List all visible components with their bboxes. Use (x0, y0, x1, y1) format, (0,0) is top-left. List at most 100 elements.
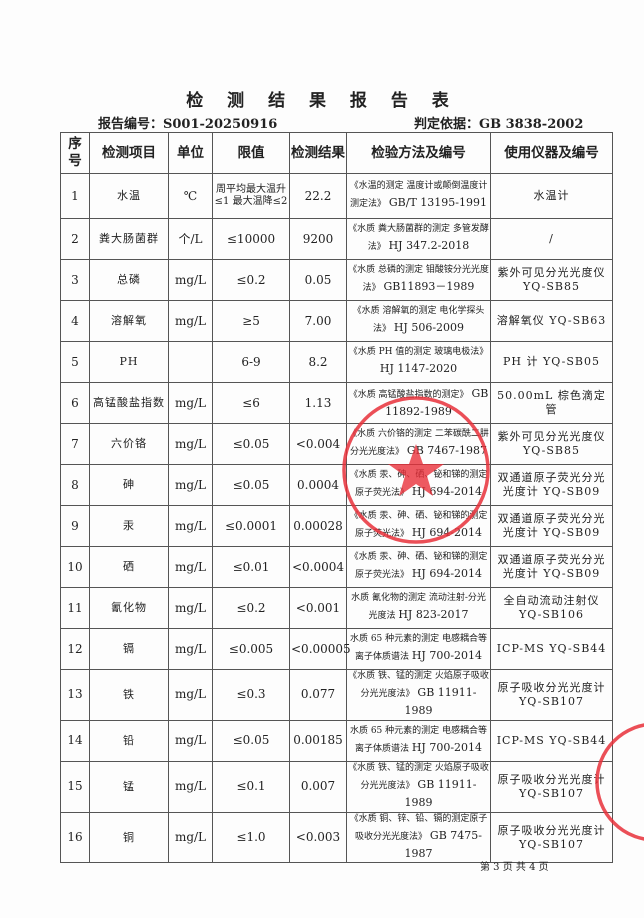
test-result: 0.00028 (289, 505, 347, 547)
limit-value: ≤0.2 (212, 259, 290, 301)
unit: mg/L (168, 464, 213, 506)
method-code: HJ 347.2-2018 (388, 239, 470, 252)
method-code: HJ 694-2014 (411, 567, 483, 580)
unit: 个/L (168, 218, 213, 260)
instrument: 双通道原子荧光分光光度计 YQ-SB09 (490, 464, 613, 506)
method-name: 《水质 铁、锰的测定 火焰原子吸收分光光度法》 (348, 762, 489, 791)
instrument: 水温计 (490, 173, 613, 219)
column-header: 单位 (168, 132, 213, 174)
test-result: <0.004 (289, 423, 347, 465)
method-code: GB/T 13195-1991 (388, 196, 487, 209)
instrument: 紫外可见分光光度仪 YQ-SB85 (490, 259, 613, 301)
method-code: GB 7475-1987 (404, 828, 482, 860)
instrument: 溶解氧仪 YQ-SB63 (490, 300, 613, 342)
unit: mg/L (168, 546, 213, 588)
row-number: 1 (60, 173, 90, 219)
test-item: PH (89, 341, 169, 383)
test-item: 溶解氧 (89, 300, 169, 342)
unit: mg/L (168, 300, 213, 342)
row-number: 5 (60, 341, 90, 383)
test-result: 7.00 (289, 300, 347, 342)
row-number: 9 (60, 505, 90, 547)
test-item: 氰化物 (89, 587, 169, 629)
table-row: 8 砷 mg/L ≤0.05 0.0004 《水质 汞、砷、硒、铋和锑的测定 原子荧光法》… (60, 464, 613, 506)
method-name: 水质 65 种元素的测定 电感耦合等离子体质谱法 (349, 725, 488, 754)
row-number: 8 (60, 464, 90, 506)
row-number: 4 (60, 300, 90, 342)
test-result: 0.077 (289, 669, 347, 721)
test-item: 硒 (89, 546, 169, 588)
row-number: 15 (60, 760, 90, 813)
method-name: 《水质 溶解氧的测定 电化学探头法》 (352, 306, 485, 334)
column-header: 序号 (60, 132, 90, 174)
instrument: 50.00mL 棕色滴定管 (490, 382, 613, 424)
limit-value: ≤0.1 (212, 760, 290, 813)
test-method: 《水质 总磷的测定 钼酸铵分光光度法》 GB11893－1989 (346, 259, 491, 301)
limit-value: 6-9 (212, 341, 290, 383)
method-code: HJ 700-2014 (411, 740, 483, 754)
unit: mg/L (168, 811, 213, 864)
test-result: 9200 (289, 218, 347, 260)
test-item: 高锰酸盐指数 (89, 382, 169, 424)
test-method: 水质 氰化物的测定 流动注射-分光光度法 HJ 823-2017 (346, 587, 491, 629)
test-item: 砷 (89, 464, 169, 506)
limit-value: ≤6 (212, 382, 290, 424)
test-item: 水温 (89, 173, 169, 219)
limit-value: ≥5 (212, 300, 290, 342)
test-method: 《水质 溶解氧的测定 电化学探头法》 HJ 506-2009 (346, 300, 491, 342)
test-result: 8.2 (289, 341, 347, 383)
test-result: 0.05 (289, 259, 347, 301)
instrument: 原子吸收分光光度计 YQ-SB107 (490, 669, 613, 721)
unit: mg/L (168, 505, 213, 547)
table-row: 4 溶解氧 mg/L ≥5 7.00 《水质 溶解氧的测定 电化学探头法》 HJ 506-… (60, 300, 613, 342)
test-method: 《水质 六价铬的测定 二苯碳酰二肼分光光度法》 GB 7467-1987 (346, 423, 491, 465)
test-method: 《水质 粪大肠菌群的测定 多管发酵法》 HJ 347.2-2018 (346, 218, 491, 260)
unit (168, 341, 213, 383)
test-result: <0.001 (289, 587, 347, 629)
table-row: 10 硒 mg/L ≤0.01 <0.0004 《水质 汞、砷、硒、铋和锑的测定 原子荧光… (60, 546, 613, 588)
test-item: 六价铬 (89, 423, 169, 465)
limit-value: ≤0.0001 (212, 505, 290, 547)
method-name: 《水质 铁、锰的测定 火焰原子吸收分光光度法》 (348, 671, 489, 699)
instrument: PH 计 YQ-SB05 (490, 341, 613, 383)
table-row: 7 六价铬 mg/L ≤0.05 <0.004 《水质 六价铬的测定 二苯碳酰二肼分光光度… (60, 423, 613, 465)
limit-value: ≤0.05 (212, 719, 290, 762)
unit: mg/L (168, 423, 213, 465)
method-code: HJ 823-2017 (398, 608, 469, 621)
row-number: 7 (60, 423, 90, 465)
unit: mg/L (168, 628, 213, 670)
column-header: 检验方法及编号 (346, 132, 491, 174)
test-method: 水质 65 种元素的测定 电感耦合等离子体质谱法 HJ 700-2014 (346, 628, 491, 670)
limit-value: ≤0.2 (212, 587, 290, 629)
instrument: 紫外可见分光光度仪 YQ-SB85 (490, 423, 613, 465)
unit: mg/L (168, 669, 213, 721)
test-result: 0.007 (289, 760, 347, 813)
table-row: 16 铜 mg/L ≤1.0 <0.003 《水质 铜、锌、铅、镉的测定原子吸收分光光度法… (60, 811, 613, 864)
limit-value: ≤0.05 (212, 423, 290, 465)
table-row: 15 锰 mg/L ≤0.1 0.007 《水质 铁、锰的测定 火焰原子吸收分光光度法》 … (60, 760, 613, 813)
test-item: 汞 (89, 505, 169, 547)
table-header: 序号 检测项目 单位 限值 检测结果 检验方法及编号 使用仪器及编号 (60, 132, 613, 174)
method-code: HJ 694-2014 (411, 485, 483, 498)
table-row: 13 铁 mg/L ≤0.3 0.077 《水质 铁、锰的测定 火焰原子吸收分光光度法》 … (60, 669, 613, 721)
row-number: 10 (60, 546, 90, 588)
column-header: 检测项目 (89, 132, 169, 174)
test-item: 铁 (89, 669, 169, 721)
table-row: 1 水温 ℃ 周平均最大温升≤1 最大温降≤2 22.2 《水温的测定 温度计或颠倒温度计… (60, 173, 613, 219)
test-result: <0.0004 (289, 546, 347, 588)
unit: mg/L (168, 587, 213, 629)
method-code: HJ 506-2009 (393, 321, 465, 334)
test-method: 《水质 汞、砷、硒、铋和锑的测定 原子荧光法》 HJ 694-2014 (346, 464, 491, 506)
instrument: / (490, 218, 613, 260)
row-number: 6 (60, 382, 90, 424)
method-code: GB 11911-1989 (404, 685, 477, 717)
method-name: 水质 65 种元素的测定 电感耦合等离子体质谱法 (349, 634, 488, 662)
test-result: 1.13 (289, 382, 347, 424)
test-method: 《水质 汞、砷、硒、铋和锑的测定 原子荧光法》 HJ 694-2014 (346, 546, 491, 588)
method-name: 《水质 总磷的测定 钼酸铵分光光度法》 (348, 265, 489, 293)
row-number: 2 (60, 218, 90, 260)
column-header: 检测结果 (289, 132, 347, 174)
report-number: 报告编号：S001-20250916 (98, 117, 278, 132)
limit-value: ≤0.005 (212, 628, 290, 670)
